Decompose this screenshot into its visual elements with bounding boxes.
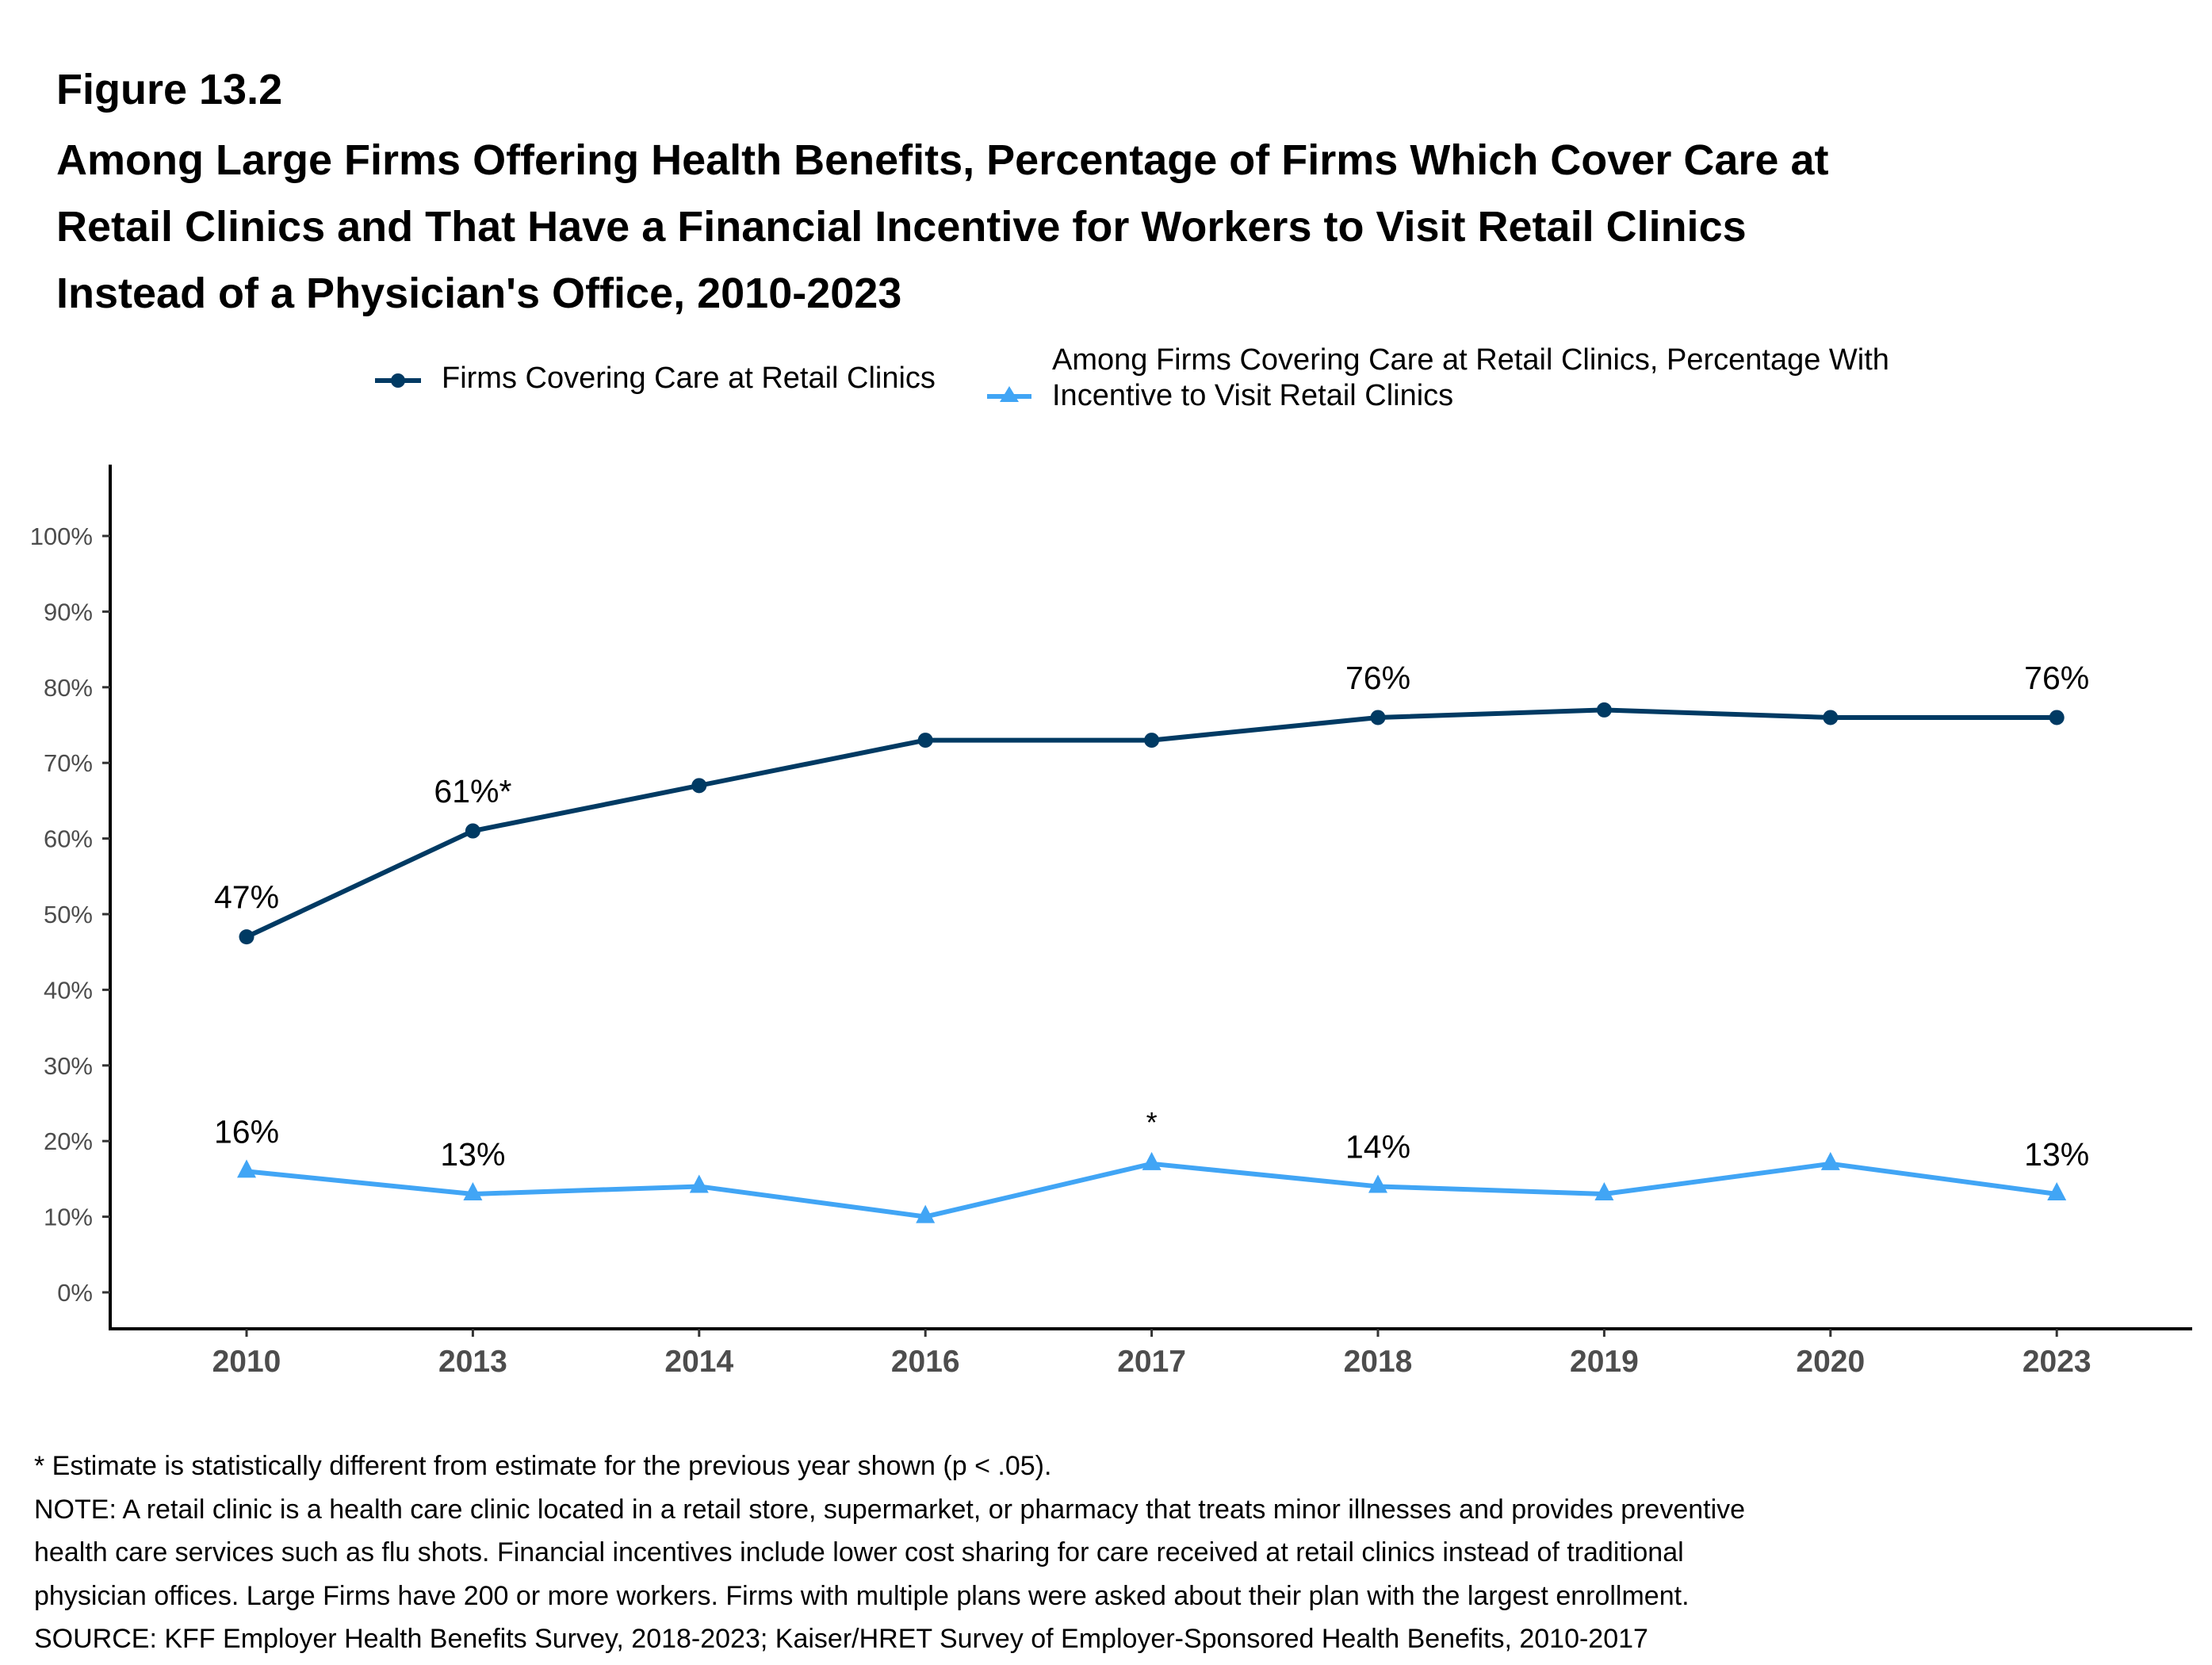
data-point-triangle: [1368, 1174, 1387, 1193]
x-tick-label: 2017: [1117, 1345, 1186, 1379]
x-tick-label: 2023: [2023, 1345, 2091, 1379]
line-chart: 0%10%20%30%40%50%60%70%80%90%100% 2010 20…: [30, 465, 2192, 1379]
data-label: 76%: [1345, 660, 1410, 696]
data-label: *: [1146, 1106, 1158, 1139]
y-tick-label: 50%: [44, 901, 93, 928]
y-tick-label: 30%: [44, 1052, 93, 1080]
data-point-circle: [465, 823, 480, 839]
data-point-triangle: [1594, 1181, 1614, 1200]
footnote-significance: * Estimate is statistically different fr…: [34, 1451, 1052, 1481]
title-line: Retail Clinics and That Have a Financial…: [56, 203, 1747, 251]
footnote-note: health care services such as flu shots. …: [34, 1537, 1684, 1567]
x-tick-label: 2016: [891, 1345, 960, 1379]
data-point-triangle: [1142, 1151, 1161, 1170]
data-point-triangle: [1820, 1151, 1840, 1170]
footnotes: * Estimate is statistically different fr…: [34, 1445, 1745, 1661]
y-tick-label: 70%: [44, 749, 93, 777]
title-line: Among Large Firms Offering Health Benefi…: [56, 136, 1829, 184]
x-axis: 2010 2013 2014 2016 2017 2018 2019 2020 2023: [109, 1327, 2192, 1379]
data-label: 61%*: [434, 773, 511, 810]
x-tick-label: 2014: [664, 1345, 733, 1379]
x-tick-label: 2020: [1796, 1345, 1865, 1379]
series-layer: [237, 702, 2067, 1223]
data-label: 16%: [214, 1113, 279, 1150]
chart-title: Among Large Firms Offering Health Benefi…: [56, 127, 1828, 327]
data-point-triangle: [2047, 1181, 2067, 1200]
title-line: Instead of a Physician's Office, 2010-20…: [56, 270, 902, 317]
data-point-triangle: [916, 1204, 936, 1223]
data-point-triangle: [463, 1181, 483, 1200]
y-tick-label: 10%: [44, 1204, 93, 1231]
data-label: 76%: [2024, 660, 2089, 696]
legend: Firms Covering Care at Retail Clinics Am…: [0, 341, 2212, 420]
data-point-circle: [917, 733, 933, 748]
y-tick-label: 40%: [44, 976, 93, 1004]
footnote-note: physician offices. Large Firms have 200 …: [34, 1580, 1690, 1611]
data-point-circle: [1370, 710, 1386, 725]
legend-label: Firms Covering Care at Retail Clinics: [442, 362, 936, 395]
y-tick-label: 60%: [44, 825, 93, 853]
y-tick-label: 90%: [44, 598, 93, 626]
figure-label: Figure 13.2: [56, 66, 283, 113]
x-tick-label: 2019: [1570, 1345, 1639, 1379]
y-tick-label: 0%: [57, 1279, 93, 1307]
x-tick-label: 2010: [212, 1345, 281, 1379]
data-point-circle: [1144, 733, 1160, 748]
y-tick-label: 80%: [44, 674, 93, 702]
data-label: 14%: [1345, 1128, 1410, 1165]
data-point-circle: [239, 929, 254, 945]
data-point-circle: [2049, 710, 2065, 725]
data-label: 13%: [440, 1136, 505, 1173]
triangle-icon: [987, 386, 1031, 402]
footnote-source: SOURCE: KFF Employer Health Benefits Sur…: [34, 1624, 1648, 1654]
legend-item-firms-covering: Firms Covering Care at Retail Clinics: [375, 361, 936, 396]
legend-item-incentive: Among Firms Covering Care at Retail Clin…: [987, 343, 1889, 414]
data-label: 47%: [214, 879, 279, 916]
data-point-circle: [1823, 710, 1839, 725]
x-tick-label: 2013: [438, 1345, 507, 1379]
data-point-circle: [691, 778, 707, 794]
legend-label: Incentive to Visit Retail Clinics: [1052, 379, 1454, 412]
circle-icon: [375, 373, 421, 388]
data-labels: 47% 61%* 76% 76% 16% 13% * 14% 13%: [214, 660, 2089, 1173]
y-axis: 0% 10% 20% 30% 40% 50% 60% 70% 80% 90% 100%: [30, 465, 112, 1330]
legend-label: Among Firms Covering Care at Retail Clin…: [1052, 343, 1889, 377]
series-line-incentive: [246, 1161, 2057, 1219]
footnote-note: NOTE: A retail clinic is a health care c…: [34, 1494, 1746, 1525]
x-tick-label: 2018: [1344, 1345, 1413, 1379]
y-tick-label: 20%: [44, 1127, 93, 1155]
data-label: 13%: [2024, 1136, 2089, 1173]
data-point-triangle: [237, 1159, 256, 1178]
data-point-circle: [1596, 702, 1612, 718]
y-tick-label: 100%: [30, 522, 93, 550]
data-point-triangle: [689, 1174, 709, 1193]
